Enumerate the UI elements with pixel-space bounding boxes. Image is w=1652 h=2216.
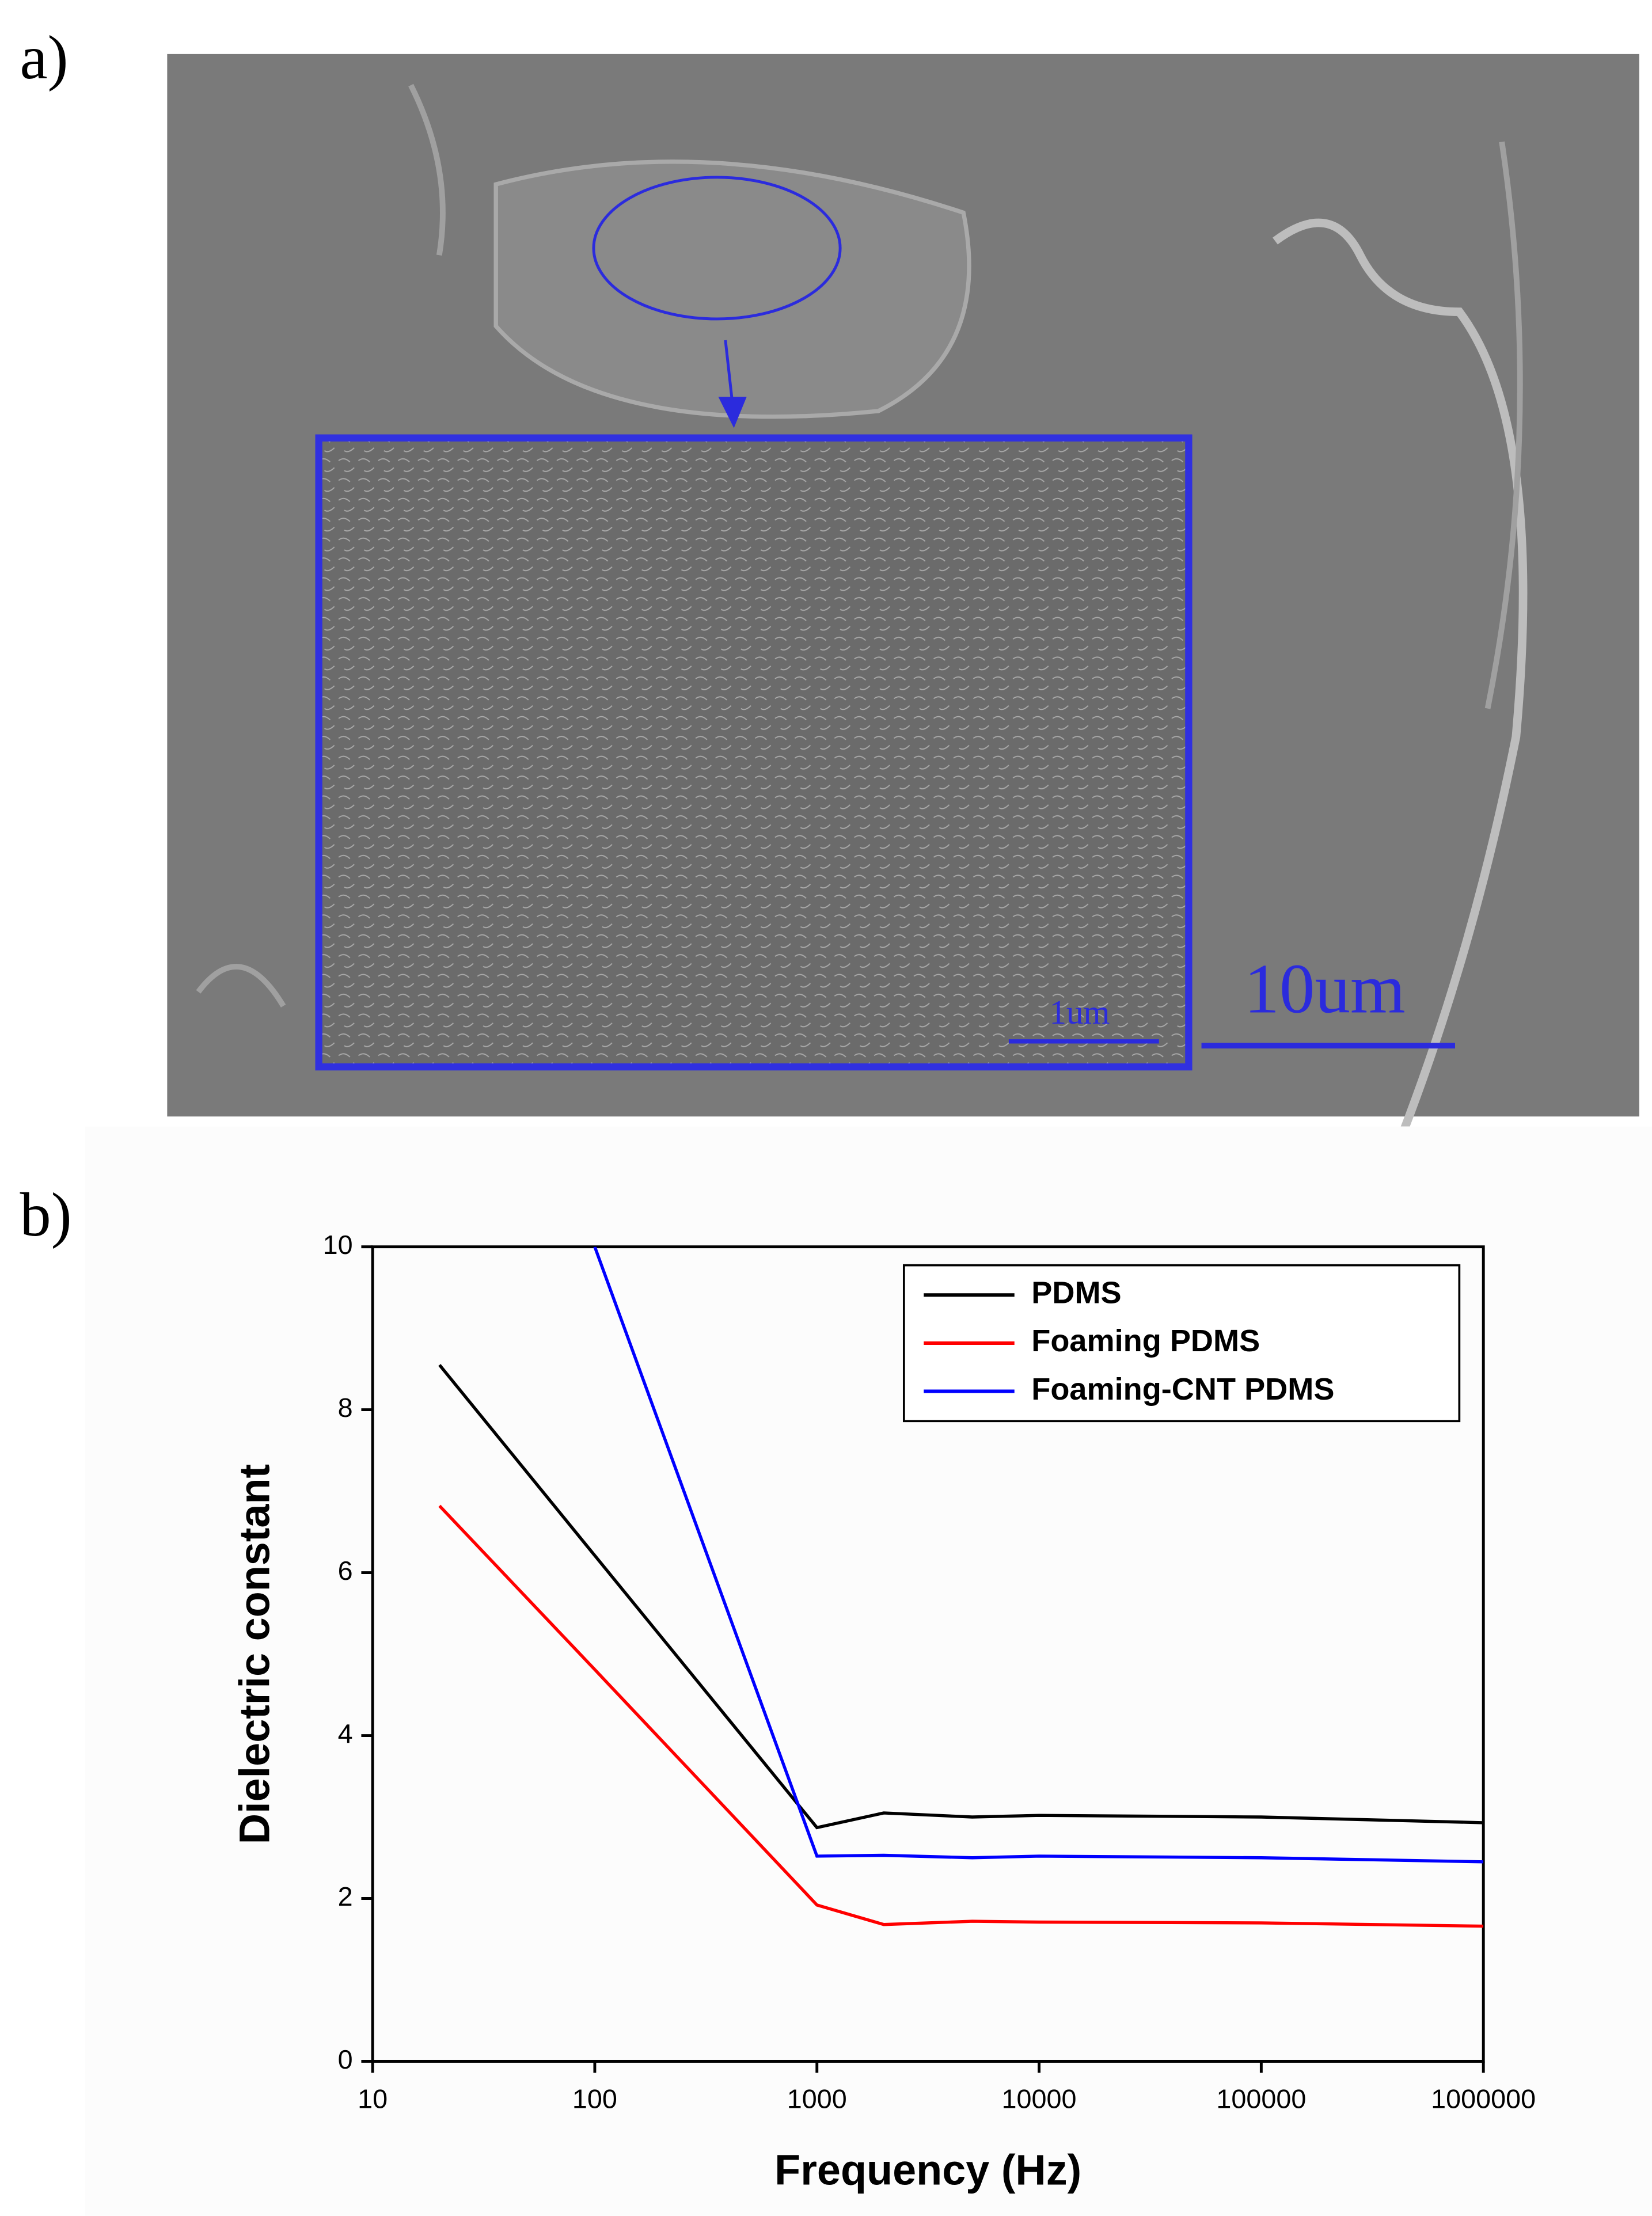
y-tick-label: 4 [338, 1719, 353, 1749]
y-axis-label: Dielectric constant [230, 1464, 278, 1844]
x-tick-label: 1000 [787, 2084, 847, 2114]
plot-area [438, 1246, 1484, 1928]
series-line [593, 1246, 1484, 1864]
legend-label: PDMS [1031, 1276, 1121, 1310]
sem-feature [1273, 218, 1528, 1135]
legend-label: Foaming-CNT PDMS [1031, 1372, 1334, 1407]
chart: 10 100 1000 10000 100000 1000000 0 2 4 6 8 10 Freque… [230, 1230, 1536, 2194]
inset-scale-label: 1um [1049, 993, 1110, 1031]
x-axis-label: Frequency (Hz) [774, 2146, 1081, 2194]
x-tick-label: 10 [358, 2084, 388, 2114]
sem-image: 1um 10um [167, 54, 1639, 1135]
x-tick-label: 100 [572, 2084, 617, 2114]
y-tick-label: 6 [338, 1556, 353, 1586]
series-line [438, 1364, 1484, 1830]
series-line [438, 1504, 1484, 1928]
x-tick-label: 10000 [1002, 2084, 1077, 2114]
scale-label: 10um [1244, 949, 1406, 1028]
panel-label: a) [20, 24, 68, 92]
panel-label: b) [20, 1181, 71, 1249]
y-tick-label: 2 [338, 1881, 353, 1911]
arrow [724, 340, 734, 404]
x-tick-label: 100000 [1216, 2084, 1306, 2114]
arrow-head [718, 397, 747, 428]
y-tick-label: 10 [323, 1230, 353, 1260]
y-tick-label: 0 [338, 2044, 353, 2074]
sem-feature [493, 159, 971, 419]
x-tick-label: 1000000 [1431, 2084, 1536, 2114]
sem-feature [196, 83, 1523, 1008]
y-tick-label: 8 [338, 1393, 353, 1423]
inset-image [315, 434, 1193, 1071]
legend-label: Foaming PDMS [1031, 1324, 1260, 1358]
selection-ellipse [592, 176, 842, 321]
plot-frame [371, 1245, 1485, 2063]
